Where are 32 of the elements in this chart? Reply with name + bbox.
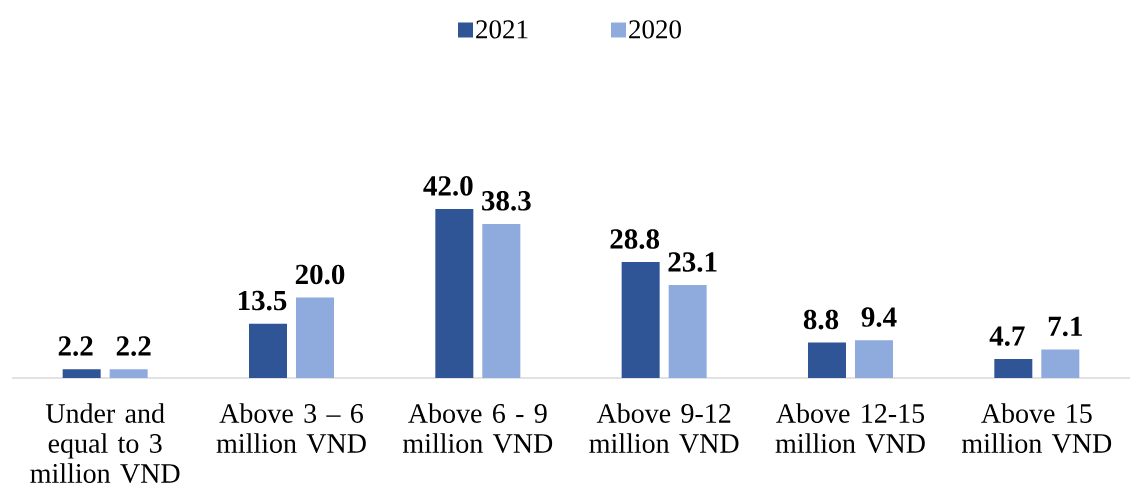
x-tick-label: Above 6 - 9 million VND [402,403,553,454]
data-label: 28.8 [610,229,660,249]
legend-label: 2021 [476,20,528,39]
bar [854,340,893,378]
bar [621,262,660,378]
data-label: 7.1 [1048,316,1082,337]
bar [807,342,846,378]
bar [62,369,101,378]
x-tick-label: Above 9-12 million VND [589,403,739,454]
x-tick-label: Above 12-15 million VND [775,403,925,454]
bar [249,323,287,378]
bar [1041,349,1080,378]
data-label: 2.2 [116,336,151,356]
data-label: 13.5 [238,290,287,311]
legend-label: 2020 [629,20,681,39]
x-tick-label: Under and equal to 3 million VND [30,403,180,484]
data-label: 4.7 [989,326,1025,346]
data-label: 20.0 [295,264,345,285]
bar [994,359,1033,378]
bar [109,369,148,378]
data-label: 8.8 [803,309,839,330]
data-label: 9.4 [861,307,897,327]
data-label: 2.2 [58,336,93,356]
bar [296,297,334,378]
data-label: 38.3 [482,191,531,211]
x-tick-label: Above 15 million VND [961,403,1112,454]
x-tick-label: Above 3 – 6 million VND [216,403,366,454]
data-label: 23.1 [668,252,717,272]
bar [435,209,474,378]
bar [482,223,521,378]
bar [668,285,707,378]
data-label: 42.0 [423,176,473,196]
